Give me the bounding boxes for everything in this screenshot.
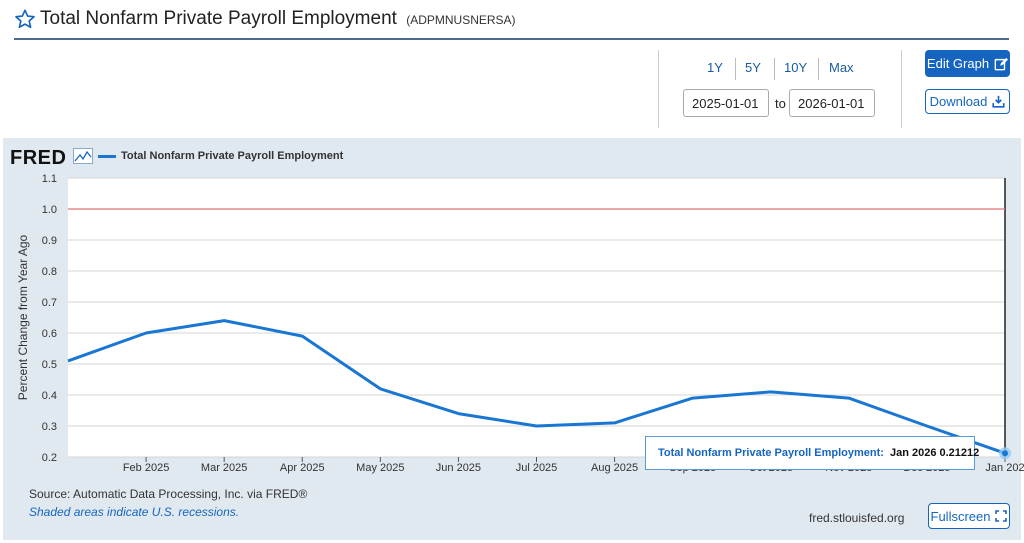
range-max-button[interactable]: Max — [829, 60, 854, 75]
plot-area — [68, 178, 1005, 457]
range-5y-button[interactable]: 5Y — [745, 60, 761, 75]
y-tick-label: 1.0 — [42, 204, 57, 216]
download-label: Download — [929, 94, 988, 109]
x-tick-label: Feb 2025 — [123, 462, 169, 474]
recession-note: Shaded areas indicate U.S. recessions. — [29, 505, 240, 519]
y-tick-label: 0.5 — [42, 359, 57, 371]
data-tooltip: Total Nonfarm Private Payroll Employment… — [645, 436, 979, 470]
star-outline-icon[interactable] — [14, 8, 36, 30]
x-tick-label: Jul 2025 — [516, 462, 558, 474]
x-tick-label: Jun 2025 — [436, 462, 481, 474]
x-tick-label: Aug 2025 — [591, 462, 638, 474]
y-axis-label: Percent Change from Year Ago — [16, 234, 30, 400]
end-date-input[interactable] — [789, 89, 875, 117]
legend-label: Total Nonfarm Private Payroll Employment — [121, 150, 344, 162]
series-title: Total Nonfarm Private Payroll Employment — [40, 8, 397, 29]
start-date-input[interactable] — [683, 89, 769, 117]
y-tick-label: 0.8 — [42, 266, 57, 278]
y-tick-label: 1.1 — [42, 173, 57, 185]
x-tick-label: Mar 2025 — [201, 462, 247, 474]
tooltip-series: Total Nonfarm Private Payroll Employment… — [658, 447, 884, 459]
legend-swatch — [98, 155, 116, 158]
fullscreen-button[interactable]: Fullscreen — [928, 503, 1010, 529]
download-icon — [992, 95, 1005, 108]
y-tick-label: 0.9 — [42, 235, 57, 247]
edit-graph-label: Edit Graph — [926, 56, 990, 71]
controls-divider — [901, 50, 902, 128]
edit-graph-button[interactable]: Edit Graph — [925, 50, 1010, 77]
series-id: (ADPMNUSNERSA) — [406, 13, 516, 27]
y-tick-label: 0.7 — [42, 297, 57, 309]
x-tick-label: Apr 2025 — [280, 462, 325, 474]
fullscreen-icon — [995, 510, 1008, 522]
edit-icon — [994, 57, 1009, 70]
date-range-to-label: to — [775, 96, 786, 111]
range-divider — [735, 58, 736, 80]
data-point — [1002, 450, 1008, 457]
tooltip-value: Jan 2026 0.21212 — [889, 447, 980, 459]
site-url[interactable]: fred.stlouisfed.org — [809, 511, 905, 525]
y-tick-label: 0.2 — [42, 452, 57, 464]
page-title: Total Nonfarm Private Payroll Employment… — [40, 8, 516, 30]
x-tick-label: Jan 202 — [985, 462, 1024, 474]
x-tick-label: May 2025 — [356, 462, 404, 474]
page-header: Total Nonfarm Private Payroll Employment… — [14, 6, 1009, 40]
y-tick-label: 0.6 — [42, 328, 57, 340]
controls-divider — [658, 50, 659, 128]
download-button[interactable]: Download — [925, 89, 1010, 114]
range-divider — [774, 58, 775, 80]
line-chart-icon — [73, 148, 93, 164]
chart-source: Source: Automatic Data Processing, Inc. … — [29, 487, 308, 501]
range-10y-button[interactable]: 10Y — [784, 60, 808, 75]
range-1y-button[interactable]: 1Y — [707, 60, 723, 75]
fullscreen-label: Fullscreen — [930, 508, 991, 524]
y-tick-label: 0.3 — [42, 421, 57, 433]
series-line — [67, 319, 1006, 455]
range-divider — [818, 58, 819, 80]
fred-logo: FRED — [10, 147, 67, 169]
y-tick-label: 0.4 — [42, 390, 57, 402]
